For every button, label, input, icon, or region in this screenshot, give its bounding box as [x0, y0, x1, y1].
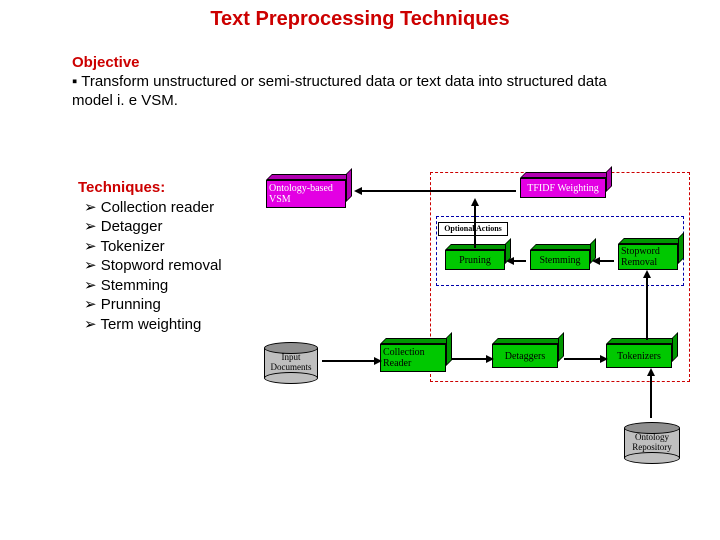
node-label: Detaggers	[492, 344, 558, 368]
technique-item: Term weighting	[84, 315, 222, 335]
node-label: Ontology-based VSM	[266, 180, 346, 208]
arrow-head	[471, 198, 479, 206]
node-stopword: Stopword Removal	[618, 244, 678, 270]
node-label: Stemming	[530, 250, 590, 270]
technique-item: Stemming	[84, 276, 222, 296]
techniques-block: Techniques: Collection reader Detagger T…	[84, 178, 222, 334]
arrow	[360, 190, 516, 192]
page-title: Text Preprocessing Techniques	[0, 8, 720, 31]
node-input_docs: Input Documents	[264, 342, 318, 384]
arrow-head	[600, 355, 608, 363]
node-ontology_vsm: Ontology-based VSM	[266, 180, 346, 208]
node-label: Tokenizers	[606, 344, 672, 368]
objective-text: ▪ Transform unstructured or semi-structu…	[72, 73, 642, 111]
technique-item: Tokenizer	[84, 237, 222, 257]
node-detaggers: Detaggers	[492, 344, 558, 368]
arrow	[650, 374, 652, 418]
arrow-head	[643, 270, 651, 278]
arrow-head	[647, 368, 655, 376]
arrow	[512, 260, 526, 262]
node-pruning: Pruning	[445, 250, 505, 270]
arrow-head	[354, 187, 362, 195]
node-label: Stopword Removal	[618, 244, 678, 270]
node-label: TFIDF Weighting	[520, 178, 606, 198]
node-label: Pruning	[445, 250, 505, 270]
node-label: Collection Reader	[380, 344, 446, 372]
arrow-head	[506, 257, 514, 265]
node-tfidf: TFIDF Weighting	[520, 178, 606, 198]
techniques-heading: Techniques:	[78, 178, 222, 198]
objective-block: Objective ▪ Transform unstructured or se…	[72, 54, 642, 110]
arrow	[452, 358, 488, 360]
arrow	[564, 358, 602, 360]
arrow-head	[486, 355, 494, 363]
node-ontology_repo: Ontology Repository	[624, 422, 680, 464]
flow-diagram: Ontology-based VSM TFIDF Weighting Optiona…	[260, 170, 700, 450]
objective-text-content: Transform unstructured or semi-structure…	[72, 73, 607, 109]
technique-item: Prunning	[84, 295, 222, 315]
node-stemming: Stemming	[530, 250, 590, 270]
arrow	[474, 204, 476, 248]
arrow	[646, 276, 648, 340]
node-optional: Optional Actions	[438, 222, 508, 236]
technique-item: Detagger	[84, 217, 222, 237]
technique-item: Collection reader	[84, 198, 222, 218]
objective-heading: Objective	[72, 54, 642, 73]
arrow-head	[374, 357, 382, 365]
arrow	[598, 260, 614, 262]
node-tokenizers: Tokenizers	[606, 344, 672, 368]
node-collection_reader: Collection Reader	[380, 344, 446, 372]
arrow	[322, 360, 376, 362]
arrow-head	[592, 257, 600, 265]
technique-item: Stopword removal	[84, 256, 222, 276]
